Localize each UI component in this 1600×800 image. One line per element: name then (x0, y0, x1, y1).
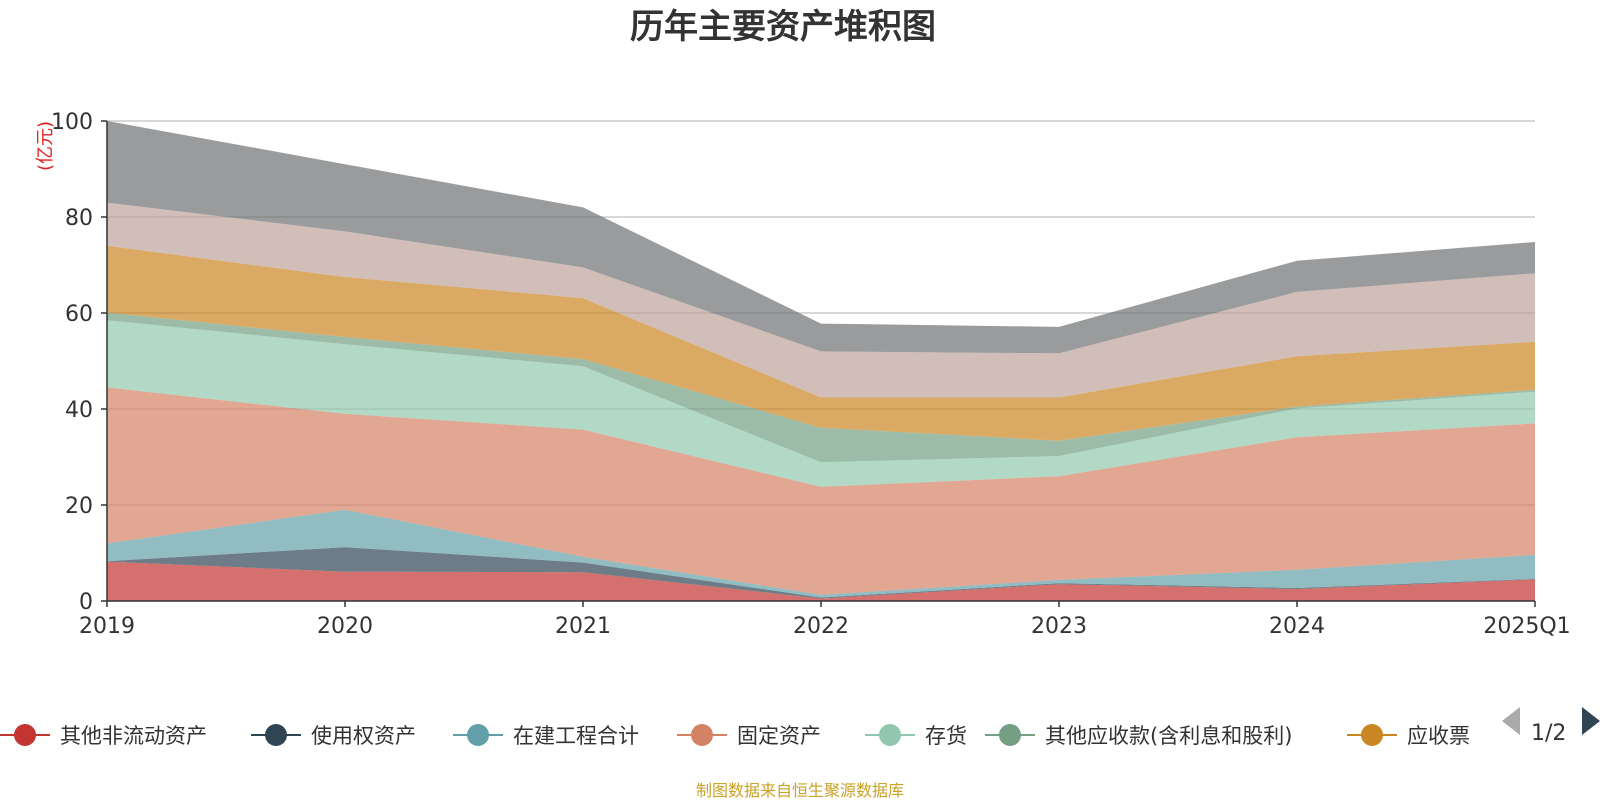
x-tick-label: 2020 (317, 614, 373, 639)
y-unit-label: (亿元) (35, 121, 56, 171)
legend-label: 其他非流动资产 (60, 724, 207, 748)
y-tick-label: 20 (65, 494, 93, 519)
legend-label: 应收票 (1407, 724, 1470, 748)
legend-item[interactable]: 存货 (865, 724, 967, 748)
legend-item[interactable]: 其他应收款(含利息和股利) (985, 724, 1292, 748)
y-tick-label: 40 (65, 398, 93, 423)
legend-label: 存货 (925, 724, 967, 748)
legend-item[interactable]: 固定资产 (677, 724, 821, 748)
legend-item[interactable]: 应收票 (1347, 724, 1470, 748)
axes: 0 20 40 60 80 100 2019 2020 2021 2022 2023 2024 2025… (51, 110, 1571, 639)
triangle-left-icon[interactable] (1502, 707, 1520, 735)
x-tick-label: 2022 (793, 614, 849, 639)
legend-marker (1361, 724, 1383, 746)
y-tick-label: 100 (51, 110, 93, 135)
area-series-4 (107, 320, 1535, 487)
legend-item[interactable]: 在建工程合计 (453, 724, 639, 748)
area-series-3 (107, 387, 1535, 595)
area-series-0 (107, 561, 1535, 601)
area-series-2 (107, 509, 1535, 598)
x-tick-label: 2025Q1 (1483, 614, 1570, 639)
area-series-5 (107, 312, 1535, 463)
legend-marker (265, 724, 287, 746)
legend-marker (14, 724, 36, 746)
y-tick-label: 0 (79, 590, 93, 615)
x-tick-label: 2023 (1031, 614, 1087, 639)
legend-item[interactable]: 使用权资产 (251, 724, 416, 748)
area-series (107, 121, 1535, 601)
legend-item[interactable]: 其他非流动资产 (0, 724, 207, 748)
area-series-7 (107, 202, 1535, 398)
x-tick-label: 2021 (555, 614, 611, 639)
legend-marker (691, 724, 713, 746)
legend-label: 固定资产 (737, 724, 821, 748)
legend-marker (879, 724, 901, 746)
area-series-1 (107, 547, 1535, 599)
x-tick-label: 2024 (1269, 614, 1325, 639)
legend-items: 其他非流动资产 使用权资产 在建工程合计 固定资产 存货 其他应收款(含利息和股利) 应收票 (0, 724, 1470, 748)
legend-page-indicator: 1/2 (1531, 721, 1566, 746)
area-series-8 (107, 121, 1535, 354)
legend-label: 其他应收款(含利息和股利) (1045, 724, 1292, 748)
y-tick-label: 80 (65, 206, 93, 231)
legend-marker (467, 724, 489, 746)
legend-label: 使用权资产 (311, 724, 416, 748)
x-tick-label: 2019 (79, 614, 135, 639)
triangle-right-icon[interactable] (1582, 707, 1600, 735)
data-source-note: 制图数据来自恒生聚源数据库 (696, 781, 904, 800)
legend-marker (999, 724, 1021, 746)
chart-title: 历年主要资产堆积图 (630, 7, 936, 47)
legend[interactable]: 其他非流动资产 使用权资产 在建工程合计 固定资产 存货 其他应收款(含利息和股利) 应收票 (0, 724, 1470, 748)
legend-label: 在建工程合计 (513, 724, 639, 748)
legend-pager: 1/2 (1502, 707, 1600, 746)
area-series-6 (107, 245, 1535, 441)
y-tick-label: 60 (65, 302, 93, 327)
